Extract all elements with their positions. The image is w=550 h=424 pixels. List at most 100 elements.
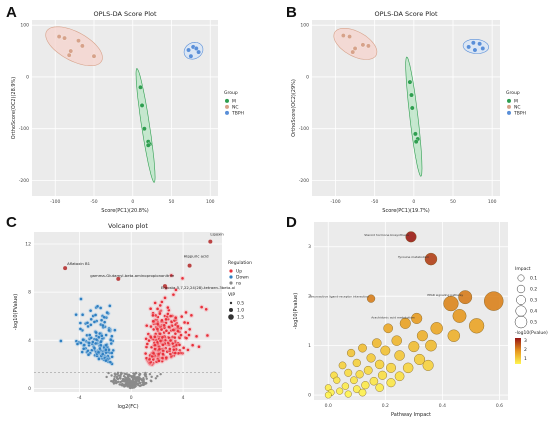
volcano-point-ns (144, 373, 148, 376)
volcano-point-down (84, 339, 88, 343)
volcano-point-up (151, 311, 155, 315)
volcano-point-up (152, 337, 155, 341)
panel-label-a: A (6, 4, 17, 21)
volcano-point-up (147, 332, 150, 336)
volcano-point-ns (121, 382, 124, 386)
volcano-annotation-label: gamma-Glutamyl-beta-aminopropiononitrile (90, 273, 175, 278)
volcano-y-tick-label: 12 (25, 242, 31, 248)
volcano-point-up (178, 343, 181, 347)
volcano-point-ns (131, 385, 135, 389)
volcano-point-up (174, 323, 177, 327)
volcano-vip-legend-key (228, 314, 234, 320)
volcano-point-up (152, 328, 155, 331)
volcano-point-up (154, 314, 157, 317)
volcano-point-down (106, 354, 110, 358)
volcano-point-up (186, 321, 190, 325)
volcano-point-down (79, 297, 83, 301)
volcano-point-down (91, 340, 95, 344)
volcano-point-up (154, 332, 158, 336)
volcano-point-down (105, 311, 109, 314)
pathway-size-legend-label: 0.4 (530, 309, 537, 315)
volcano-point-down (99, 343, 103, 347)
opls-a-y-axis-label: OrthoScore(OC2)(28.9%) (11, 77, 17, 140)
volcano-point-ns (150, 375, 153, 379)
pathway-pathway-point (484, 291, 504, 311)
volcano-point-up (177, 352, 180, 355)
volcano-point-up (168, 349, 172, 353)
volcano-point-ns (128, 385, 131, 388)
volcano-vip-legend-key (229, 301, 233, 305)
volcano-point-up (172, 293, 175, 296)
volcano-point-ns (145, 377, 148, 380)
volcano-point-up (170, 324, 174, 328)
volcano-point-up (174, 316, 177, 320)
volcano-point-down (97, 350, 100, 354)
volcano-point-ns (120, 372, 123, 375)
volcano-point-up (173, 319, 176, 322)
pathway-size-legend-key (515, 305, 527, 317)
volcano-point-up (174, 347, 178, 351)
volcano-point-up (172, 348, 176, 351)
volcano-point-up (164, 318, 168, 321)
opls-a-point-tbph (196, 49, 201, 55)
pathway-pathway-point (469, 318, 485, 334)
volcano-point-up (149, 360, 153, 364)
volcano-point-down (79, 321, 82, 325)
volcano-point-up (182, 346, 185, 350)
volcano-point-down (93, 346, 96, 350)
volcano-point-up (145, 356, 148, 360)
volcano-point-up (156, 327, 159, 331)
volcano-point-down (84, 347, 87, 350)
opls-a-title: OPLS-DA Score Plot (93, 10, 157, 18)
volcano-point-down (110, 351, 114, 355)
opls-b-y-tick-label: -100 (299, 126, 309, 132)
volcano-point-up (171, 342, 175, 345)
volcano-point-up (156, 322, 159, 326)
volcano-point-down (89, 323, 93, 327)
opls-b-point-m (407, 79, 413, 85)
volcano-point-up (166, 306, 170, 309)
volcano-point-down (96, 304, 99, 308)
volcano-point-up (158, 347, 161, 351)
volcano-point-up (178, 336, 181, 340)
volcano-point-up (188, 327, 192, 331)
opls-a-x-tick-label: 50 (169, 199, 175, 205)
volcano-point-down (113, 328, 117, 332)
pathway-annotation-label: Steroid hormone biosynthesis (364, 233, 409, 237)
panel-label-d: D (286, 214, 297, 231)
pathway-pathway-point (405, 231, 417, 243)
opls-a-point-m (142, 126, 147, 132)
pathway-annotation-label: Arachidonic acid metabolism (371, 315, 415, 319)
volcano-annotation-point (116, 276, 121, 281)
volcano-point-ns (113, 375, 116, 378)
volcano-point-ns (118, 383, 122, 386)
opls-a-point-nc (76, 38, 81, 44)
volcano-point-up (163, 314, 167, 318)
volcano-point-down (107, 329, 111, 332)
volcano-point-down (75, 339, 78, 343)
volcano-legend-key (229, 269, 233, 273)
volcano-vip-legend-label: 1.5 (237, 315, 244, 321)
volcano-point-up (158, 304, 162, 307)
volcano-point-up (163, 326, 166, 330)
opls-b-legend-key-nc (507, 104, 511, 109)
panel-label-b: B (286, 4, 297, 21)
opls-b-point-nc (347, 34, 352, 39)
pathway-pathway-point (394, 350, 405, 361)
volcano-point-up (187, 333, 191, 337)
opls-b-ellipse-m (405, 56, 423, 177)
volcano-point-up (179, 326, 183, 330)
volcano-point-ns (134, 380, 137, 383)
volcano-point-up (148, 358, 151, 361)
volcano-point-down (104, 351, 108, 354)
pathway-pathway-point (324, 391, 332, 399)
volcano-point-down (80, 350, 84, 354)
volcano-point-up (162, 331, 166, 334)
volcano-point-up (155, 338, 158, 342)
volcano-point-up (158, 335, 162, 339)
volcano-point-ns (110, 379, 113, 383)
pathway-pathway-point (355, 370, 364, 379)
pathway-color-legend-label: 2 (524, 347, 527, 353)
opls-a-legend-label-tbph: TBPH (231, 110, 244, 116)
